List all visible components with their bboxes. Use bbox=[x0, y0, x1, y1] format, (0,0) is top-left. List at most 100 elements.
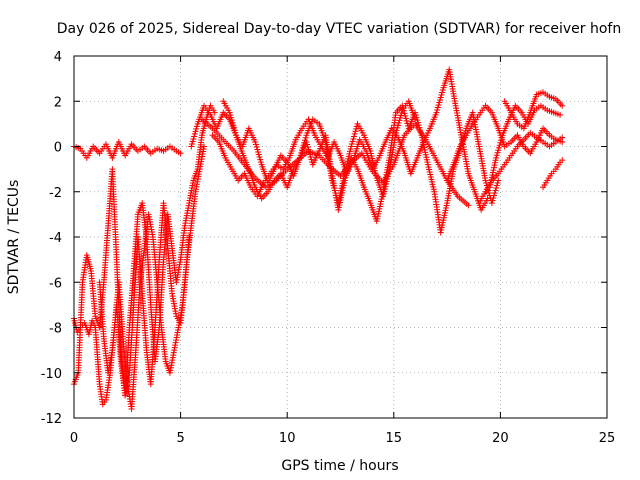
data-point bbox=[329, 179, 336, 186]
data-point bbox=[296, 154, 303, 161]
y-tick-label: -6 bbox=[49, 276, 62, 291]
data-point bbox=[302, 134, 309, 141]
data-point bbox=[330, 182, 337, 189]
x-tick-label: 15 bbox=[386, 431, 403, 446]
data-point bbox=[350, 135, 357, 142]
data-point bbox=[351, 133, 358, 140]
data-point bbox=[256, 154, 263, 161]
data-point bbox=[436, 99, 443, 106]
data-point bbox=[192, 128, 199, 135]
data-point bbox=[351, 130, 358, 137]
data-point bbox=[402, 115, 409, 122]
data-point bbox=[254, 146, 261, 153]
data-point bbox=[492, 187, 499, 194]
data-point bbox=[392, 129, 399, 136]
data-point bbox=[484, 195, 491, 202]
data-point bbox=[298, 149, 305, 156]
data-point bbox=[494, 179, 501, 186]
data-point bbox=[230, 122, 237, 129]
data-point bbox=[434, 107, 441, 114]
data-point bbox=[257, 159, 264, 166]
data-point bbox=[228, 117, 235, 124]
data-point bbox=[495, 177, 502, 184]
data-point bbox=[255, 149, 262, 156]
data-point bbox=[397, 112, 404, 119]
data-point bbox=[193, 125, 200, 132]
x-tick-label: 0 bbox=[70, 431, 78, 446]
data-point bbox=[495, 147, 502, 154]
data-point bbox=[230, 124, 237, 131]
y-tick-label: -4 bbox=[49, 231, 62, 246]
data-point bbox=[301, 139, 308, 146]
data-point bbox=[186, 234, 193, 240]
data-point bbox=[189, 138, 196, 145]
data-point bbox=[349, 138, 356, 145]
data-point bbox=[394, 124, 401, 131]
data-point bbox=[496, 142, 503, 149]
data-point bbox=[228, 114, 235, 121]
data-point bbox=[493, 182, 500, 189]
data-point bbox=[201, 143, 208, 150]
data-point bbox=[331, 187, 338, 194]
series-trace-h bbox=[220, 98, 419, 207]
data-point bbox=[401, 110, 408, 117]
data-point bbox=[252, 141, 259, 148]
data-point bbox=[493, 184, 500, 191]
data-point bbox=[307, 154, 314, 161]
data-point bbox=[491, 190, 498, 197]
y-tick-label: 2 bbox=[54, 95, 62, 110]
data-point bbox=[493, 152, 500, 159]
data-point bbox=[402, 112, 409, 119]
data-point bbox=[301, 137, 308, 144]
data-point bbox=[557, 111, 564, 118]
data-point bbox=[331, 184, 338, 191]
data-point bbox=[403, 117, 410, 124]
data-point bbox=[412, 116, 419, 123]
y-tick-label: -2 bbox=[49, 186, 62, 201]
y-axis-title: SDTVAR / TECUs bbox=[6, 180, 22, 295]
data-point bbox=[299, 147, 306, 154]
data-point bbox=[436, 96, 443, 103]
data-point bbox=[257, 156, 264, 163]
data-point bbox=[226, 109, 233, 116]
series-trace-l bbox=[501, 89, 566, 132]
ticks: 0 5 10 15 20 25 -12 -10 -8 -6 -4 -2 0 2 4 bbox=[41, 50, 616, 446]
data-point bbox=[304, 144, 311, 151]
data-point bbox=[559, 102, 566, 109]
y-tick-label: -10 bbox=[41, 367, 62, 382]
data-point bbox=[255, 151, 262, 158]
data-point bbox=[497, 139, 504, 146]
data-point bbox=[435, 102, 442, 109]
data-point bbox=[211, 109, 218, 116]
data-point bbox=[395, 122, 402, 129]
data-point bbox=[352, 128, 359, 135]
series-trace-j bbox=[476, 129, 566, 207]
data-point bbox=[398, 109, 405, 116]
data-point bbox=[190, 135, 197, 142]
data-point bbox=[482, 177, 489, 184]
x-tick-label: 5 bbox=[176, 431, 184, 446]
data-point bbox=[559, 134, 566, 141]
data-point bbox=[348, 143, 355, 150]
data-point bbox=[231, 127, 238, 134]
data-point bbox=[191, 130, 198, 137]
data-point bbox=[297, 152, 304, 159]
data-point bbox=[439, 89, 446, 96]
y-tick-label: 0 bbox=[54, 141, 62, 156]
data-point bbox=[397, 114, 404, 121]
y-tick-label: 4 bbox=[54, 50, 62, 65]
data-point bbox=[193, 123, 200, 130]
chart-title: Day 026 of 2025, Sidereal Day-to-day VTE… bbox=[57, 21, 621, 37]
x-axis-title: GPS time / hours bbox=[281, 458, 398, 474]
data-point bbox=[253, 144, 260, 151]
data-point bbox=[495, 144, 502, 151]
data-point bbox=[489, 197, 496, 204]
data-point bbox=[498, 137, 505, 144]
data-point bbox=[188, 143, 195, 150]
series-trace-m bbox=[540, 157, 566, 191]
data-point bbox=[494, 149, 501, 156]
series-trace-b bbox=[71, 166, 193, 399]
